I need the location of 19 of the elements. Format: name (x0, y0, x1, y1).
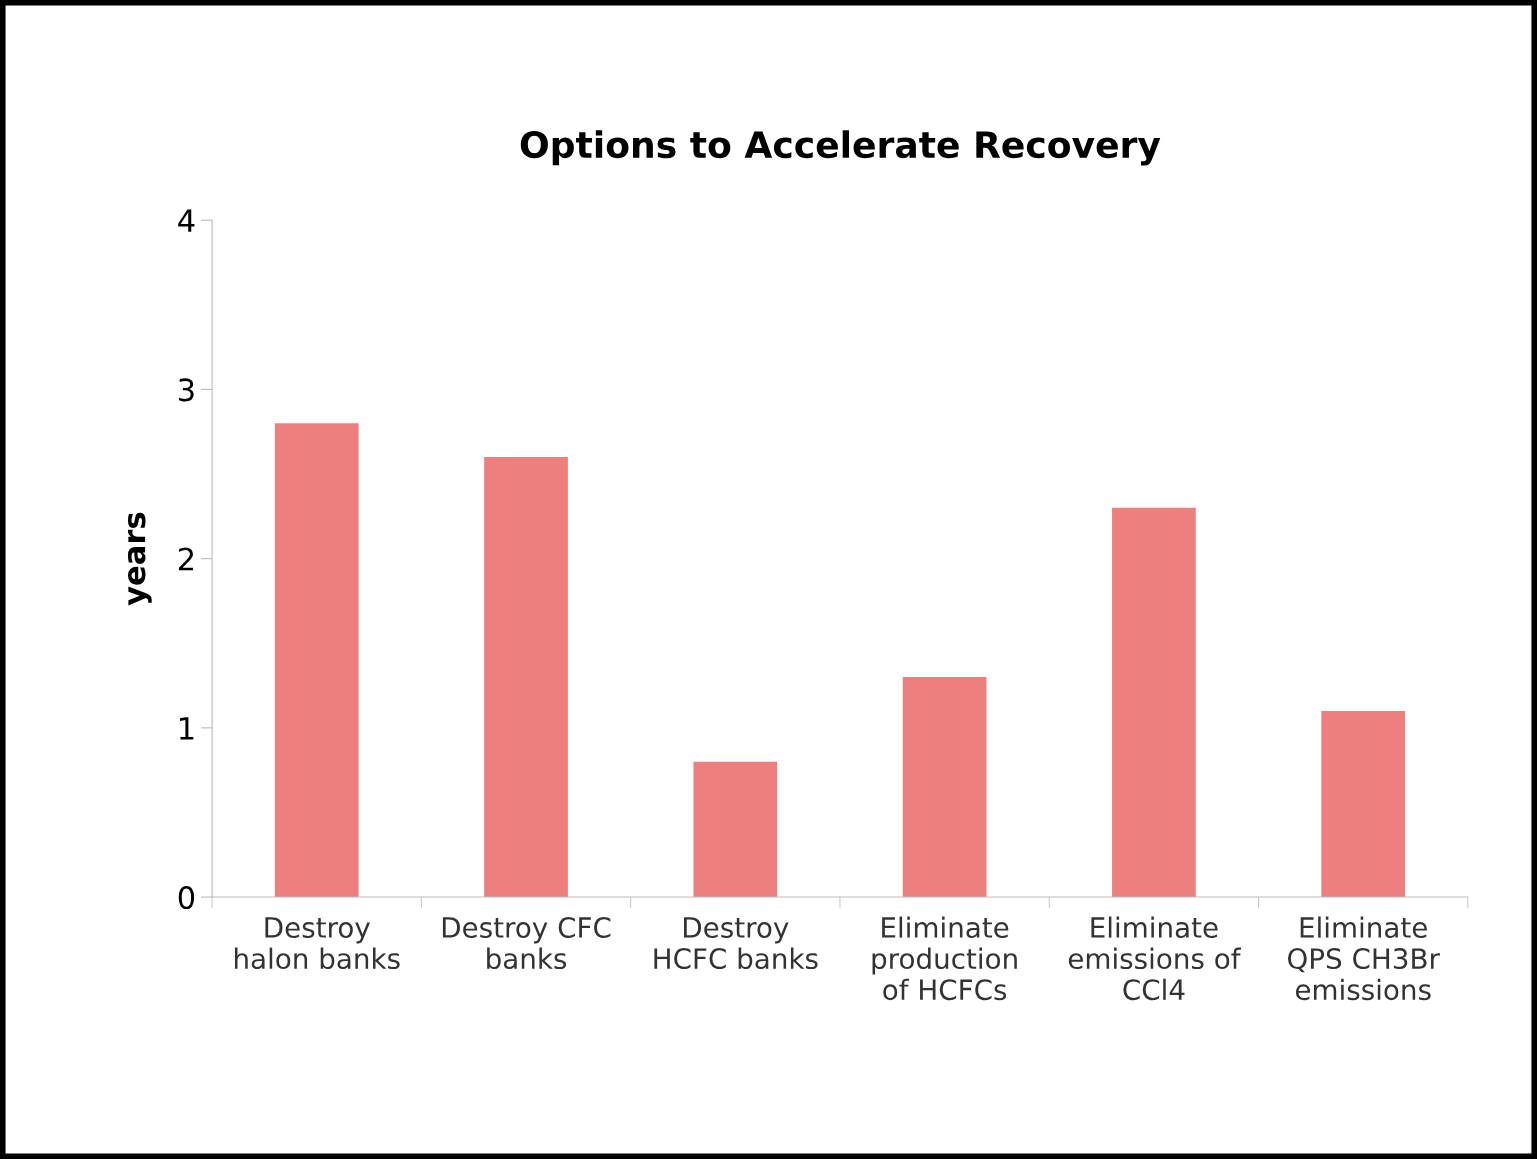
y-tick-label: 1 (180, 717, 194, 740)
x-tick-label: Destroy halon banks (234, 917, 400, 970)
bar (1321, 710, 1406, 898)
bar (693, 761, 778, 898)
x-tick-label: Destroy CFC banks (442, 917, 611, 970)
y-axis-title: years (127, 512, 152, 606)
chart-title: Options to Accelerate Recovery (520, 130, 1161, 166)
bar (484, 457, 568, 898)
y-tick-label: 3 (179, 378, 194, 402)
x-tick-label: Destroy HCFC banks (654, 917, 818, 970)
x-tick-label: Eliminate QPS CH3Br emissions (1287, 916, 1440, 1001)
x-tick-label: Eliminate emissions of CCl4 (1068, 916, 1242, 1001)
y-tick-label: 2 (178, 547, 194, 571)
y-tick-label: 4 (178, 209, 195, 232)
bar (1112, 507, 1196, 898)
x-tick-label: Eliminate production of HCFCs (872, 916, 1017, 1001)
bar (274, 423, 359, 898)
bar (902, 677, 987, 898)
y-tick-label: 0 (178, 886, 195, 910)
